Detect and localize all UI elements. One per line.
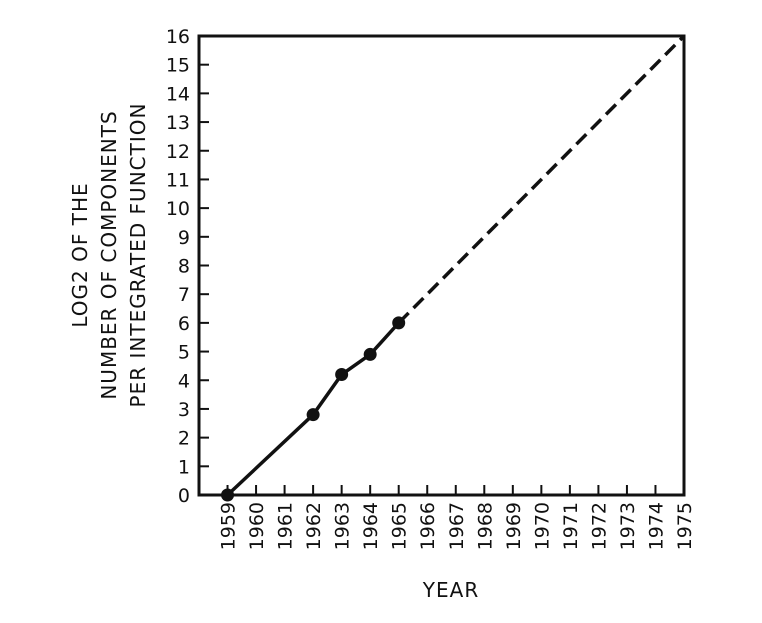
x-tick-label: 1961 xyxy=(275,502,297,550)
x-tick-label: 1973 xyxy=(617,502,639,550)
x-tick-label: 1970 xyxy=(531,502,553,550)
x-tick-label: 1975 xyxy=(674,502,696,550)
y-axis-title: LOG2 OF THE NUMBER OF COMPONENTS PER INT… xyxy=(68,103,150,408)
y-tick-label: 10 xyxy=(166,198,190,220)
y-tick-label: 4 xyxy=(178,370,190,392)
x-axis: 1959 1960 1961 1962 1963 1964 1965 1966 1967 1968… xyxy=(218,485,696,550)
y-tick-label: 5 xyxy=(178,342,190,364)
data-point xyxy=(363,347,377,361)
y-tick-label: 12 xyxy=(166,141,190,163)
y-tick-label: 14 xyxy=(166,83,190,105)
y-axis-title-line-3: PER INTEGRATED FUNCTION xyxy=(126,103,150,408)
x-tick-label: 1969 xyxy=(503,502,525,550)
y-tick-label: 11 xyxy=(166,169,190,191)
x-tick-label: 1966 xyxy=(417,502,439,550)
x-tick-label: 1964 xyxy=(360,502,382,550)
x-tick-label: 1968 xyxy=(474,502,496,550)
y-tick-label: 0 xyxy=(178,485,190,507)
y-tick-label: 1 xyxy=(178,456,190,478)
x-axis-title: YEAR xyxy=(422,578,479,602)
series-line-dashed xyxy=(397,34,686,325)
x-tick-label: 1972 xyxy=(588,502,610,550)
x-tick-label: 1963 xyxy=(332,502,354,550)
y-tick-label: 6 xyxy=(178,313,190,335)
y-axis-title-line-2: NUMBER OF COMPONENTS xyxy=(97,110,121,399)
y-tick-label: 2 xyxy=(178,428,190,450)
x-tick-label: 1965 xyxy=(389,502,411,550)
y-tick-label: 9 xyxy=(178,227,190,249)
x-tick-label: 1962 xyxy=(303,502,325,550)
x-tick-label: 1974 xyxy=(645,502,667,550)
data-point xyxy=(306,408,320,422)
y-tick-label: 15 xyxy=(166,55,190,77)
plot-frame xyxy=(197,34,686,497)
x-tick-label: 1971 xyxy=(560,502,582,550)
data-points xyxy=(221,316,406,502)
y-tick-label: 8 xyxy=(178,256,190,278)
y-tick-label: 3 xyxy=(178,399,190,421)
x-tick-label: 1967 xyxy=(446,502,468,550)
x-tick-label: 1959 xyxy=(218,502,240,550)
series-lines xyxy=(226,34,686,497)
y-tick-label: 13 xyxy=(166,112,190,134)
y-axis-title-line-1: LOG2 OF THE xyxy=(68,182,92,327)
y-tick-label: 7 xyxy=(178,284,190,306)
y-tick-label: 16 xyxy=(166,26,190,48)
data-point xyxy=(392,316,406,330)
data-point xyxy=(221,488,235,502)
data-point xyxy=(335,368,349,382)
x-tick-label: 1960 xyxy=(246,502,268,550)
